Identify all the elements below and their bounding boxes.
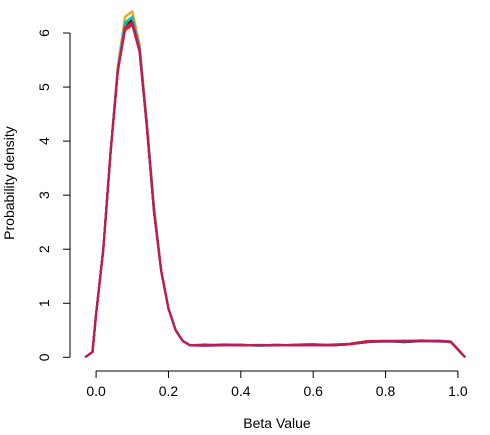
y-tick-label: 2 [36, 245, 52, 253]
x-tick-label: 0.8 [376, 383, 396, 399]
x-tick-label: 0.6 [303, 383, 323, 399]
series-layer [84, 10, 466, 359]
x-tick-label: 0.2 [159, 383, 179, 399]
density-series-line-7 [84, 21, 466, 359]
y-tick-label: 5 [36, 83, 52, 91]
y-ticks: 0 1 2 3 4 5 6 [36, 29, 70, 361]
y-tick-label: 6 [36, 29, 52, 37]
y-tick-label: 4 [36, 137, 52, 145]
y-tick-label: 3 [36, 191, 52, 199]
x-ticks: 0.0 0.2 0.4 0.6 0.8 1.0 [86, 371, 468, 399]
y-tick-label: 0 [36, 353, 52, 361]
x-axis-title: Beta Value [243, 415, 311, 431]
x-tick-label: 1.0 [448, 383, 468, 399]
x-tick-label: 0.4 [231, 383, 251, 399]
x-tick-label: 0.0 [86, 383, 106, 399]
y-axis-title: Probability density [1, 126, 17, 240]
y-tick-label: 1 [36, 299, 52, 307]
